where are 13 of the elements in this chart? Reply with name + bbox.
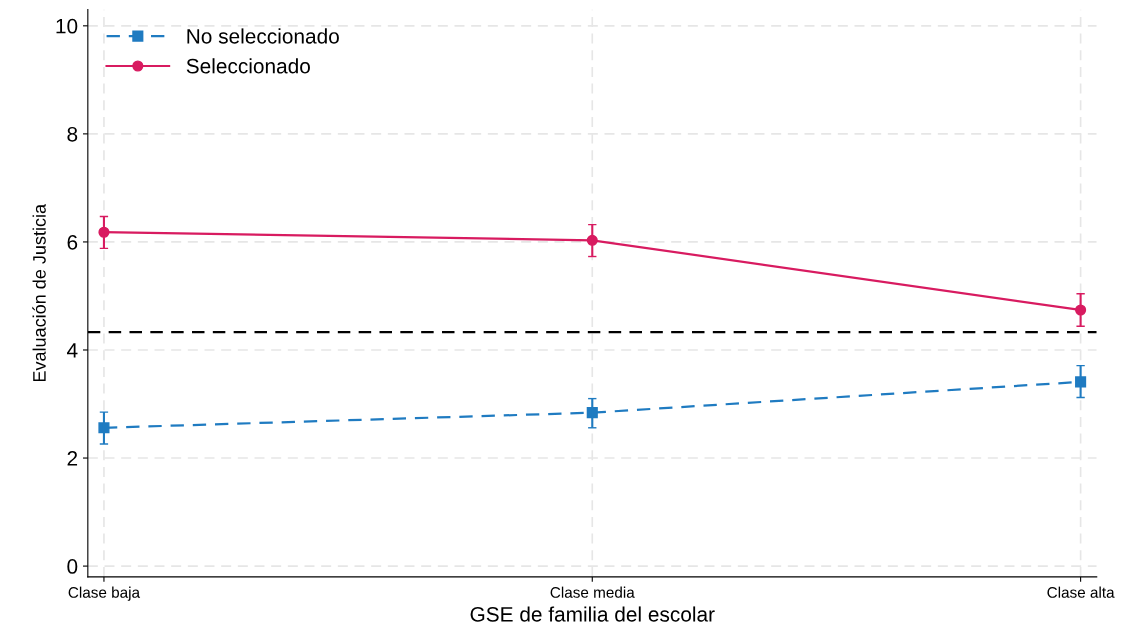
x-axis-title: GSE de familia del escolar	[470, 606, 715, 622]
y-tick-label: 10	[56, 18, 78, 34]
x-tick-label: Clase alta	[1047, 586, 1115, 598]
legend-label: No seleccionado	[187, 28, 339, 44]
legend-label: Seleccionado	[186, 58, 310, 74]
y-axis-title: Evaluación de Justicia	[32, 203, 46, 382]
y-tick-label: 4	[67, 343, 78, 358]
y-tick-label: 2	[67, 451, 78, 466]
y-tick-label: 8	[67, 126, 78, 142]
y-tick-label: 6	[67, 234, 78, 250]
x-tick-label: Clase media	[550, 586, 635, 598]
x-tick-label: Clase baja	[68, 586, 141, 601]
y-tick-label: 0	[67, 559, 78, 574]
